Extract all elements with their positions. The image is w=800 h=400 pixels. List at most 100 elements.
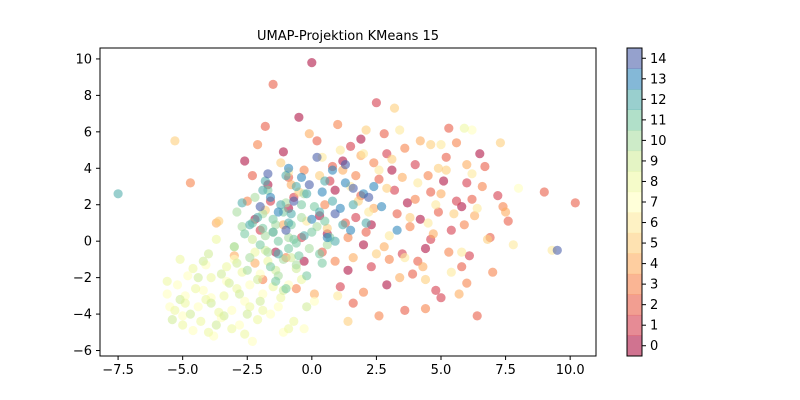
data-point-cluster-7: [188, 325, 198, 336]
data-point-cluster-8: [188, 263, 198, 274]
data-point-cluster-4: [397, 172, 407, 182]
data-point-cluster-2: [441, 152, 451, 162]
data-point-cluster-13: [346, 225, 356, 235]
data-point-cluster-5: [343, 316, 353, 326]
x-tick-label: 0.0: [301, 363, 322, 378]
data-point-cluster-1: [464, 251, 474, 261]
data-point-cluster-8: [459, 123, 469, 133]
data-point-cluster-13: [296, 172, 307, 182]
data-point-cluster-5: [322, 223, 332, 233]
colorbar-tick-label: 10: [650, 134, 667, 149]
data-point-cluster-0: [240, 156, 250, 166]
data-point-cluster-10: [291, 260, 301, 270]
y-tick-label: 0: [84, 235, 92, 250]
data-point-cluster-2: [268, 79, 278, 89]
colorbar-tick-label: 9: [650, 154, 658, 169]
data-point-cluster-0: [439, 176, 449, 186]
data-point-cluster-12: [291, 181, 301, 192]
data-point-cluster-10: [242, 265, 252, 275]
data-point-cluster-3: [291, 284, 301, 294]
data-point-cluster-0: [330, 185, 340, 195]
x-tick-label: 5.0: [431, 363, 452, 378]
data-point-cluster-2: [247, 171, 257, 181]
y-tick-label: 8: [84, 89, 92, 104]
colorbar-segment: [627, 150, 642, 172]
data-point-cluster-11: [265, 262, 276, 272]
data-point-cluster-3: [330, 256, 340, 266]
data-point-cluster-11: [291, 238, 301, 248]
data-point-cluster-12: [315, 207, 325, 217]
colorbar-tick-label: 2: [650, 298, 658, 313]
data-point-cluster-1: [351, 212, 361, 223]
data-point-cluster-9: [247, 234, 257, 244]
data-point-cluster-12: [268, 227, 278, 237]
data-point-cluster-6: [436, 140, 446, 150]
data-point-cluster-2: [379, 129, 389, 139]
data-point-cluster-9: [286, 253, 296, 263]
data-point-cluster-3: [358, 287, 369, 297]
data-point-cluster-6: [423, 218, 433, 228]
data-point-cluster-7: [265, 309, 276, 319]
colorbar-tick-label: 12: [650, 93, 667, 108]
data-point-cluster-1: [335, 282, 345, 292]
data-point-cluster-14: [263, 169, 273, 179]
data-point-cluster-7: [513, 183, 524, 193]
data-point-cluster-12: [237, 198, 247, 208]
data-point-cluster-9: [302, 302, 312, 312]
colorbar-tick-label: 1: [650, 319, 658, 334]
data-point-cluster-4: [418, 262, 428, 272]
data-point-cluster-12: [299, 231, 309, 241]
data-point-cluster-14: [340, 160, 350, 170]
data-point-cluster-1: [389, 185, 400, 195]
data-point-cluster-6: [400, 253, 410, 263]
data-point-cluster-4: [501, 207, 511, 217]
data-point-cluster-11: [258, 223, 268, 233]
data-point-cluster-9: [224, 278, 234, 288]
data-point-cluster-9: [216, 269, 226, 279]
data-point-cluster-7: [247, 336, 257, 346]
data-point-cluster-11: [294, 251, 304, 261]
data-point-cluster-0: [415, 214, 425, 224]
data-point-cluster-14: [281, 225, 291, 235]
x-tick-label: −2.5: [231, 363, 263, 378]
data-point-cluster-13: [273, 207, 283, 217]
data-point-cluster-13: [317, 187, 327, 197]
data-point-cluster-2: [374, 174, 384, 184]
data-point-cluster-12: [276, 200, 286, 210]
data-point-cluster-13: [392, 225, 402, 235]
data-point-cluster-5: [433, 163, 443, 173]
data-point-cluster-9: [253, 274, 263, 285]
data-point-cluster-1: [446, 225, 456, 235]
data-point-cluster-3: [444, 247, 454, 257]
data-point-cluster-8: [170, 305, 180, 315]
data-point-cluster-10: [304, 243, 314, 254]
data-point-cluster-7: [309, 296, 319, 306]
data-point-cluster-8: [245, 302, 255, 312]
data-point-cluster-6: [374, 165, 384, 175]
data-point-cluster-12: [245, 220, 255, 230]
data-point-cluster-3: [420, 304, 431, 314]
data-point-cluster-1: [436, 293, 446, 303]
colorbar-segment: [627, 109, 642, 131]
data-point-cluster-5: [361, 125, 371, 135]
data-point-cluster-8: [203, 327, 214, 337]
data-point-cluster-7: [227, 305, 237, 315]
data-point-cluster-2: [400, 305, 410, 315]
colorbar-segment: [627, 232, 642, 254]
data-point-cluster-5: [405, 212, 415, 223]
data-point-cluster-7: [245, 280, 255, 290]
data-point-cluster-4: [436, 189, 446, 199]
data-point-cluster-12: [273, 249, 283, 259]
data-point-cluster-8: [191, 284, 201, 294]
data-point-cluster-7: [467, 125, 477, 135]
data-point-cluster-10: [245, 253, 255, 263]
colorbar-segment: [627, 294, 642, 316]
data-point-cluster-2: [457, 262, 467, 272]
data-point-cluster-8: [211, 234, 221, 244]
colorbar-tick-label: 13: [650, 72, 667, 87]
data-point-cluster-4: [395, 273, 405, 283]
data-point-cluster-2: [503, 216, 513, 226]
data-point-cluster-3: [185, 178, 195, 188]
data-point-cluster-7: [234, 320, 245, 330]
data-point-cluster-6: [364, 207, 374, 217]
